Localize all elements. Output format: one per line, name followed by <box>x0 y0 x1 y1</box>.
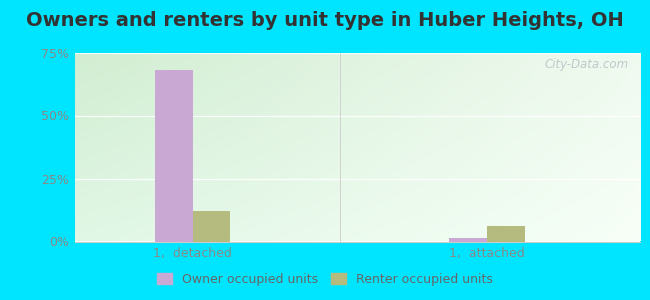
Bar <box>155 70 192 242</box>
Text: City-Data.com: City-Data.com <box>545 58 629 71</box>
Bar <box>487 226 525 242</box>
Legend: Owner occupied units, Renter occupied units: Owner occupied units, Renter occupied un… <box>152 268 498 291</box>
Text: Owners and renters by unit type in Huber Heights, OH: Owners and renters by unit type in Huber… <box>26 11 624 29</box>
Bar <box>192 211 230 242</box>
Bar <box>449 238 487 242</box>
